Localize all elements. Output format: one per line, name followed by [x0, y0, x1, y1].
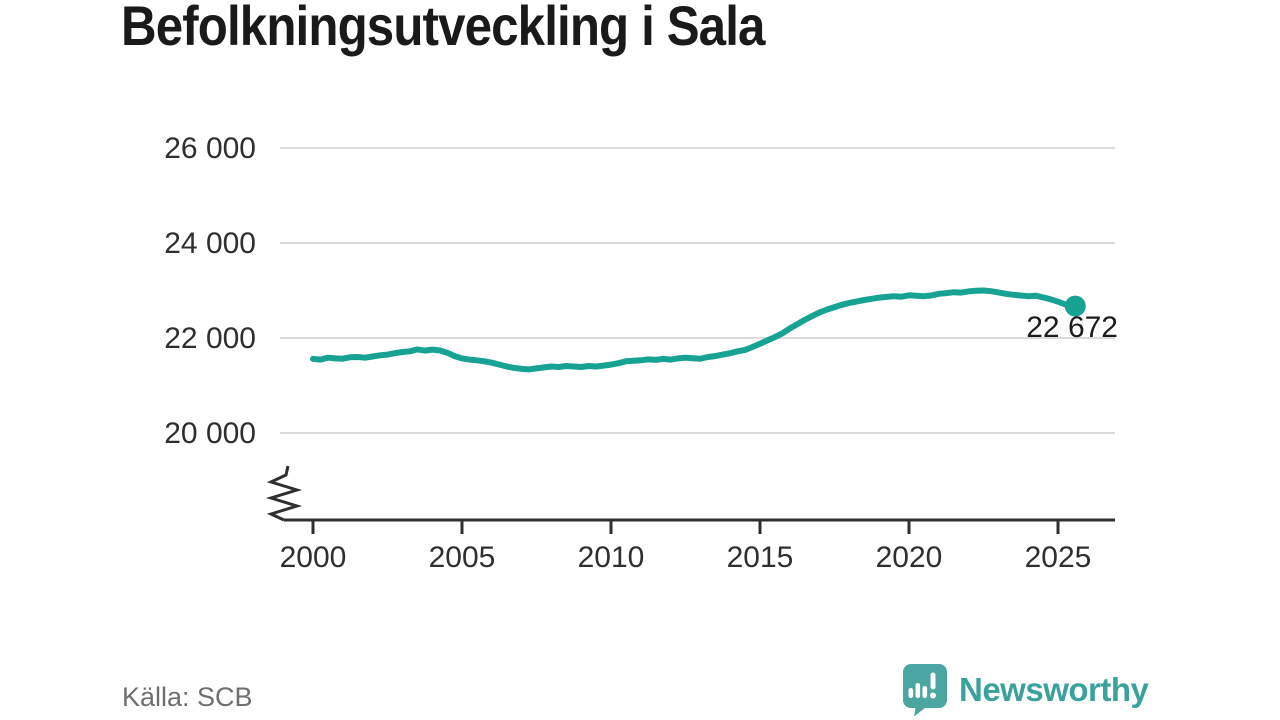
y-tick-label: 20 000	[164, 417, 256, 450]
x-tick-label: 2020	[876, 541, 943, 574]
brand-wordmark: Newsworthy	[959, 670, 1149, 708]
newsworthy-chart-bubble-icon	[903, 664, 947, 717]
last-point-marker	[1064, 295, 1086, 317]
x-tick-label: 2015	[727, 541, 794, 574]
x-tick-label: 2010	[578, 541, 645, 574]
gridlines	[280, 147, 1115, 434]
bar-chart-glyph	[908, 672, 936, 699]
x-axis	[265, 465, 1115, 534]
x-tick-label: 2005	[429, 541, 496, 574]
axis-break-zigzag	[265, 465, 303, 522]
y-tick-label: 24 000	[164, 227, 256, 260]
newsworthy-logo: Newsworthy	[898, 662, 1149, 717]
last-value-label: 22 672	[1026, 311, 1118, 344]
source-note: Källa: SCB	[122, 682, 253, 712]
population-line	[310, 287, 1079, 373]
y-axis-labels: 26 000 24 000 22 000 20 000	[164, 132, 256, 450]
exclamation-dot	[930, 692, 936, 699]
exclamation-bar	[930, 672, 936, 690]
x-tick-label: 2000	[280, 541, 347, 574]
y-tick-label: 22 000	[164, 322, 256, 355]
chart-title: Befolkningsutveckling i Sala	[121, 0, 765, 57]
y-tick-label: 26 000	[164, 132, 256, 165]
x-tick-label: 2025	[1025, 541, 1092, 574]
x-axis-labels: 2000 2005 2010 2015 2020 2025	[280, 541, 1092, 574]
